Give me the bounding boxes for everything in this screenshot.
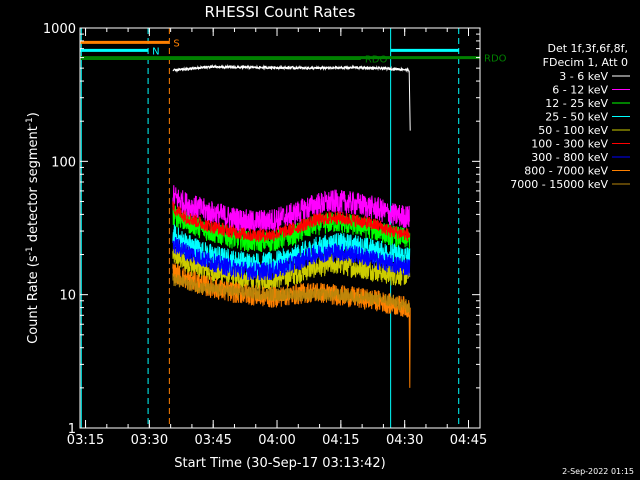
date-stamp: 2-Sep-2022 01:15 <box>562 467 634 476</box>
legend-entry-label: 3 - 6 keV <box>559 70 608 83</box>
legend-entry-label: 7000 - 15000 keV <box>510 178 608 191</box>
series-line <box>172 63 411 131</box>
y-axis-label: Count Rate (s-1 detector segment-1) <box>25 112 41 344</box>
x-tick-label: 03:15 <box>67 433 104 448</box>
series-group <box>172 63 411 388</box>
series-line <box>172 223 411 277</box>
flag-label: RDO <box>484 54 507 65</box>
legend-entry-label: 50 - 100 keV <box>538 124 608 137</box>
legend-entry-label: 6 - 12 keV <box>552 84 608 97</box>
x-tick-label: 04:15 <box>322 433 359 448</box>
x-tick-label: 04:45 <box>450 433 487 448</box>
chart-title: RHESSI Count Rates <box>205 3 356 21</box>
y-tick-label: 1000 <box>43 22 76 37</box>
legend-entry-label: 12 - 25 keV <box>545 97 608 110</box>
series-line <box>172 273 411 314</box>
y-tick-label: 1 <box>68 422 76 437</box>
flag-label: N <box>152 46 159 57</box>
axis-ticks: 03:15 03:30 03:45 04:00 04:15 04:30 04:45 1 10 10… <box>43 22 487 448</box>
legend: Det 1f,3f,6f,8f, FDecim 1, Att 0 3 - 6 k… <box>510 42 630 191</box>
flag-label: RDO <box>365 55 388 66</box>
series-line <box>172 236 411 281</box>
plot-frame <box>79 27 481 429</box>
x-tick-label: 03:45 <box>194 433 231 448</box>
series-line <box>172 201 411 243</box>
x-tick-label: 04:30 <box>386 433 423 448</box>
legend-entry-label: 300 - 800 keV <box>531 151 608 164</box>
series-line <box>172 185 411 233</box>
flag-label: S <box>173 38 179 49</box>
legend-entry-label: 25 - 50 keV <box>545 111 608 124</box>
x-tick-label: 04:00 <box>258 433 295 448</box>
legend-header-line-2: FDecim 1, Att 0 <box>543 56 628 69</box>
legend-header-line-1: Det 1f,3f,6f,8f, <box>547 42 628 55</box>
legend-entry-label: 800 - 7000 keV <box>524 165 608 178</box>
y-tick-label: 10 <box>59 289 76 304</box>
legend-entry-label: 100 - 300 keV <box>531 138 608 151</box>
y-tick-label: 100 <box>51 155 76 170</box>
x-tick-label: 03:30 <box>131 433 168 448</box>
time-markers <box>80 28 460 428</box>
x-axis-label: Start Time (30-Sep-17 03:13:42) <box>174 456 385 471</box>
flag-bars: S N RDO RDO <box>80 38 507 66</box>
